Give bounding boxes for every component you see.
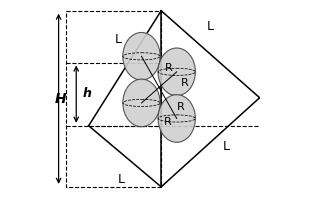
Ellipse shape	[158, 48, 195, 96]
Text: L: L	[117, 173, 124, 186]
Text: L: L	[115, 33, 122, 46]
Text: R: R	[163, 117, 171, 127]
Ellipse shape	[123, 79, 160, 127]
Text: R: R	[177, 102, 185, 112]
Text: h: h	[82, 87, 91, 100]
Ellipse shape	[158, 95, 195, 142]
Text: R: R	[164, 63, 172, 73]
Text: R: R	[181, 78, 189, 88]
Text: L: L	[223, 140, 230, 153]
Text: H: H	[55, 92, 66, 106]
Text: L: L	[206, 20, 213, 33]
Ellipse shape	[123, 33, 160, 80]
